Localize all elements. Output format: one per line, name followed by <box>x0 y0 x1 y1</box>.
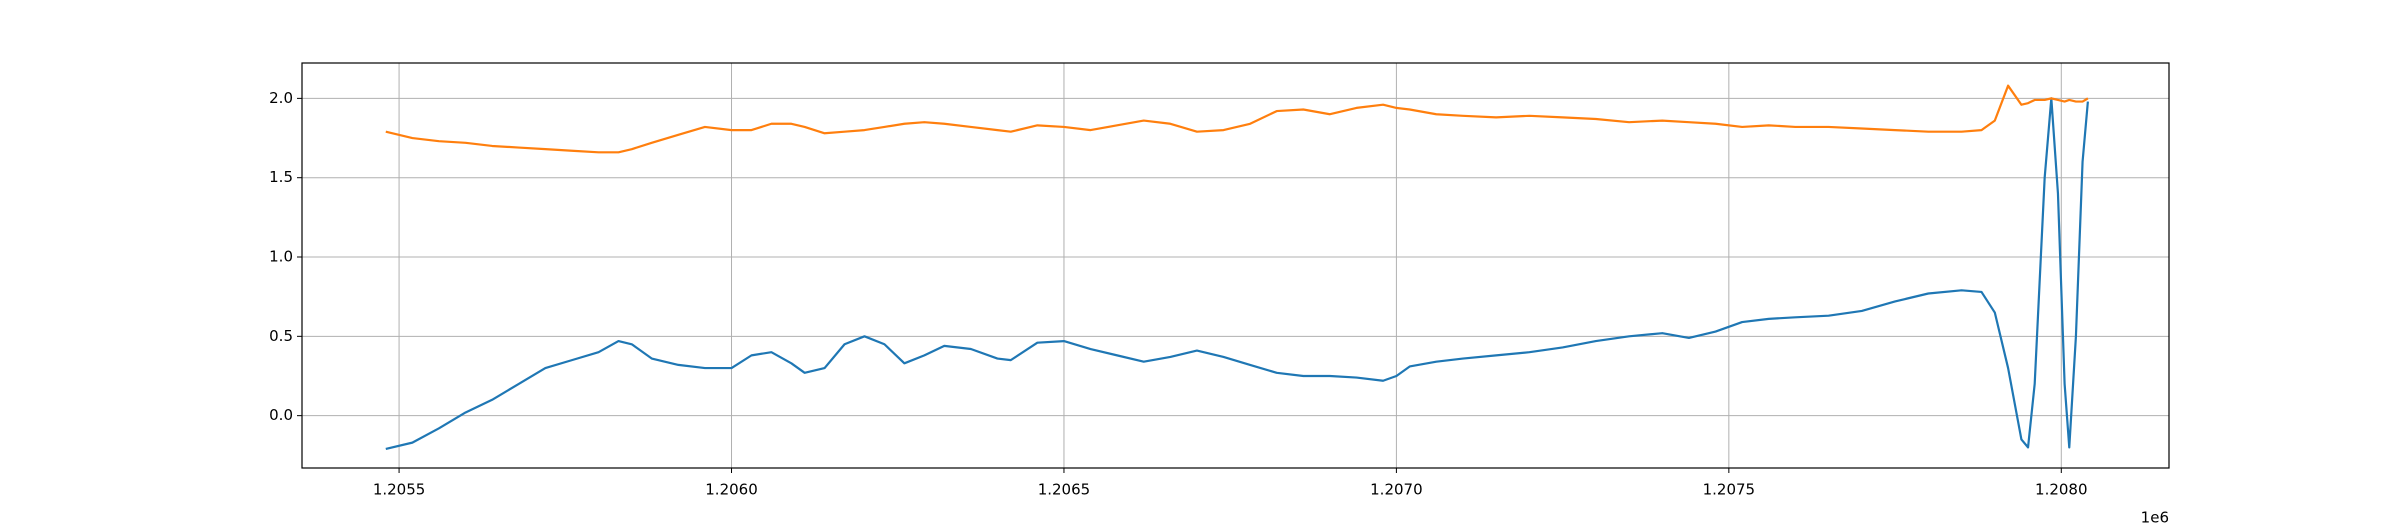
line-layer <box>385 84 2089 451</box>
series-line <box>385 84 2089 154</box>
x-tick-label: 1.2065 <box>1038 481 1091 499</box>
x-tick-label: 1.2070 <box>1370 481 1423 499</box>
x-tick-label: 1.2080 <box>2035 481 2088 499</box>
x-tick-label: 1.2055 <box>373 481 426 499</box>
x-tick-label: 1.2060 <box>705 481 758 499</box>
y-tick-label: 1.5 <box>269 168 293 186</box>
x-offset-label: 1e6 <box>2141 509 2169 525</box>
y-tick-label: 0.0 <box>269 406 293 424</box>
y-tick-label: 0.5 <box>269 327 293 345</box>
y-tick-label: 2.0 <box>269 89 293 107</box>
series-line <box>385 97 2089 451</box>
y-tick-label: 1.0 <box>269 248 293 266</box>
x-tick-label: 1.2075 <box>1703 481 1756 499</box>
axes-frame <box>301 62 2170 469</box>
